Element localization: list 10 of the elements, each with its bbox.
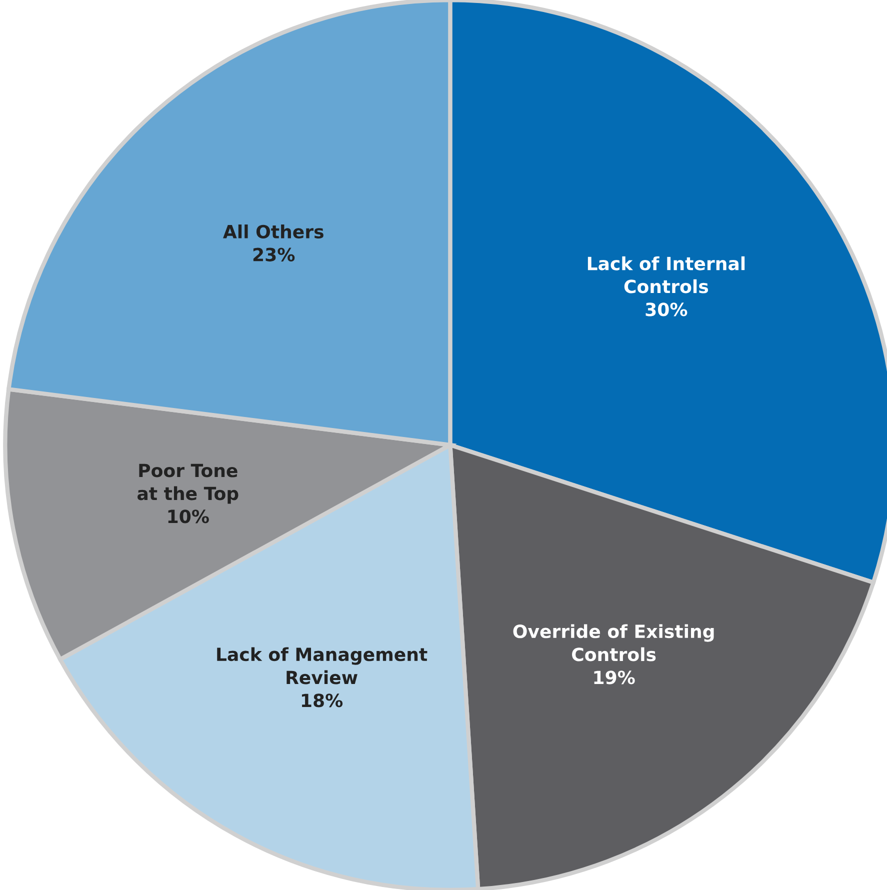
data-label: 19%: [594, 670, 635, 684]
data-label: 18%: [302, 694, 343, 708]
slice-label: All Others: [223, 224, 324, 238]
slice-label: Lack of Management Review: [217, 647, 428, 684]
data-label: 23%: [253, 248, 295, 262]
data-label: 10%: [168, 510, 209, 524]
slice-label: Lack of Internal Controls: [588, 256, 745, 294]
data-label: 30%: [646, 302, 688, 316]
slice-label: Poor Tone at the Top: [137, 464, 238, 504]
slice-label: Override of Existing Controls: [513, 624, 714, 662]
